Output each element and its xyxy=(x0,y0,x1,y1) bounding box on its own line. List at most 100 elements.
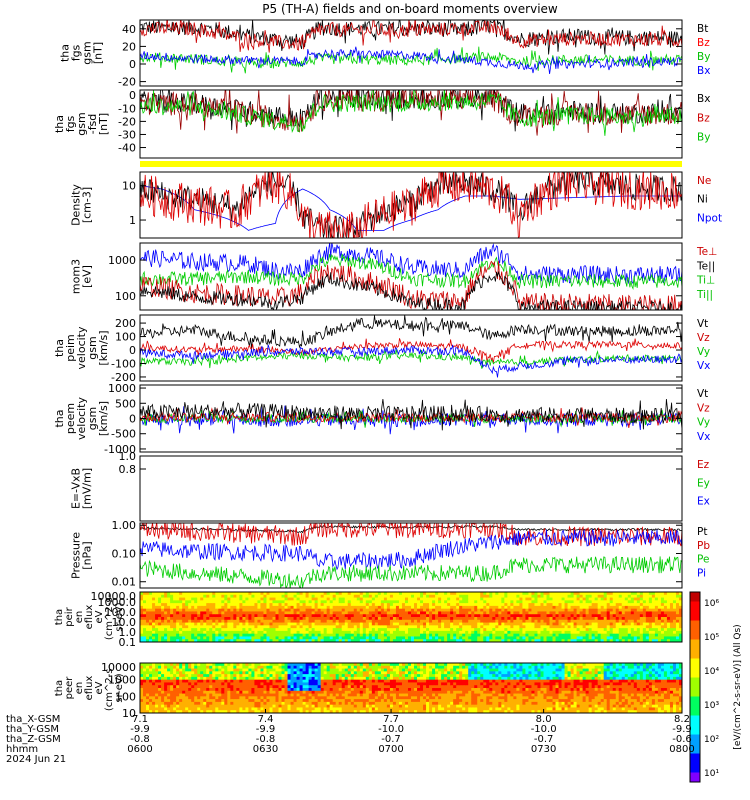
spec-cell xyxy=(558,628,562,632)
spec-cell xyxy=(356,628,361,632)
spec-cell xyxy=(447,625,451,629)
spec-cell xyxy=(320,630,325,635)
spec-cell xyxy=(152,704,156,708)
spec-cell xyxy=(356,693,361,697)
spec-cell xyxy=(380,710,385,714)
spec-cell xyxy=(299,622,303,626)
spec-cell xyxy=(498,600,502,604)
spec-cell xyxy=(495,592,499,596)
spec-cell xyxy=(561,614,565,618)
spec-cell xyxy=(233,608,237,612)
spec-cell xyxy=(573,617,578,621)
spec-cell xyxy=(155,699,159,703)
spec-cell xyxy=(678,594,683,598)
spec-cell xyxy=(338,701,343,706)
spec-cell xyxy=(555,633,559,637)
spec-cell xyxy=(194,636,198,640)
legend-Te⊥: Te⊥ xyxy=(696,246,717,258)
spec-cell xyxy=(353,704,358,708)
spec-cell xyxy=(149,625,153,629)
spec-cell xyxy=(278,617,282,621)
spec-cell xyxy=(155,693,159,697)
spec-cell xyxy=(447,597,451,601)
spec-cell xyxy=(534,603,538,607)
spec-cell xyxy=(395,592,400,596)
spec-cell xyxy=(179,592,183,596)
spec-cell xyxy=(164,594,168,598)
spec-cell xyxy=(317,608,322,612)
spec-cell xyxy=(564,619,568,623)
spec-cell xyxy=(444,597,448,601)
spec-cell xyxy=(254,688,258,692)
spec-cell xyxy=(483,636,487,640)
spec-cell xyxy=(498,628,502,632)
spec-cell xyxy=(555,597,559,601)
spec-cell xyxy=(552,611,556,615)
spec-cell xyxy=(513,592,517,596)
spec-cell xyxy=(438,605,442,610)
spec-cell xyxy=(206,622,210,626)
spec-cell xyxy=(648,594,653,598)
spec-cell xyxy=(338,710,343,714)
spec-cell xyxy=(630,625,635,629)
spec-cell xyxy=(453,608,457,612)
panel-frame xyxy=(139,171,683,239)
spec-cell xyxy=(227,665,231,669)
spec-cell xyxy=(576,611,581,615)
spec-cell xyxy=(149,679,153,683)
spec-cell xyxy=(609,619,614,623)
spec-cell xyxy=(251,679,255,683)
spec-cell xyxy=(248,597,252,601)
spec-cell xyxy=(191,707,195,711)
spec-cell xyxy=(567,611,571,615)
spec-cell xyxy=(383,630,388,635)
spec-cell xyxy=(347,665,352,669)
spec-cell xyxy=(332,622,337,626)
spec-cell xyxy=(212,668,216,672)
spec-cell xyxy=(450,592,454,596)
spec-cell xyxy=(191,617,195,621)
spec-cell xyxy=(374,625,379,629)
spec-cell xyxy=(353,693,358,697)
spec-cell xyxy=(356,622,361,626)
spec-cell xyxy=(215,707,219,711)
spec-cell xyxy=(284,696,288,700)
spec-cell xyxy=(293,665,297,669)
spec-cell xyxy=(633,605,638,610)
spec-cell xyxy=(272,628,276,632)
spec-cell xyxy=(528,594,532,598)
spec-cell xyxy=(311,625,316,629)
spec-cell xyxy=(203,665,207,669)
spec-cell xyxy=(323,594,328,598)
spec-cell xyxy=(392,633,397,637)
spec-cell xyxy=(471,630,475,635)
spec-cell xyxy=(438,630,442,635)
spec-cell xyxy=(284,699,288,703)
spec-cell xyxy=(465,608,469,612)
spec-cell xyxy=(323,707,328,711)
spec-cell xyxy=(152,619,156,623)
spec-cell xyxy=(158,603,162,607)
spec-cell xyxy=(245,699,249,703)
spec-cell xyxy=(206,625,210,629)
spec-cell xyxy=(401,628,406,632)
spec-cell xyxy=(182,668,186,672)
spec-cell xyxy=(389,614,394,618)
spec-cell xyxy=(654,603,659,607)
legend-Ez: Ez xyxy=(697,459,710,471)
spec-cell xyxy=(158,685,162,689)
spec-cell xyxy=(200,617,204,621)
spec-cell xyxy=(299,592,303,596)
spec-cell xyxy=(320,633,325,637)
spec-cell xyxy=(230,693,234,697)
spec-cell xyxy=(404,594,409,598)
spec-cell xyxy=(630,614,635,618)
spec-cell xyxy=(483,611,487,615)
spec-cell xyxy=(420,614,424,618)
spec-cell xyxy=(588,625,593,629)
spec-cell xyxy=(194,685,198,689)
spec-cell xyxy=(368,622,373,626)
spec-cell xyxy=(362,671,367,675)
spec-cell xyxy=(167,671,171,675)
spec-cell xyxy=(185,592,189,596)
